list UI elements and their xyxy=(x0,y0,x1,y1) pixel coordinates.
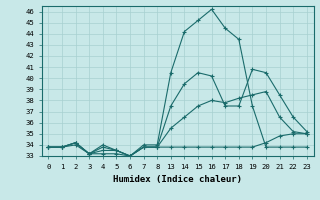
X-axis label: Humidex (Indice chaleur): Humidex (Indice chaleur) xyxy=(113,175,242,184)
